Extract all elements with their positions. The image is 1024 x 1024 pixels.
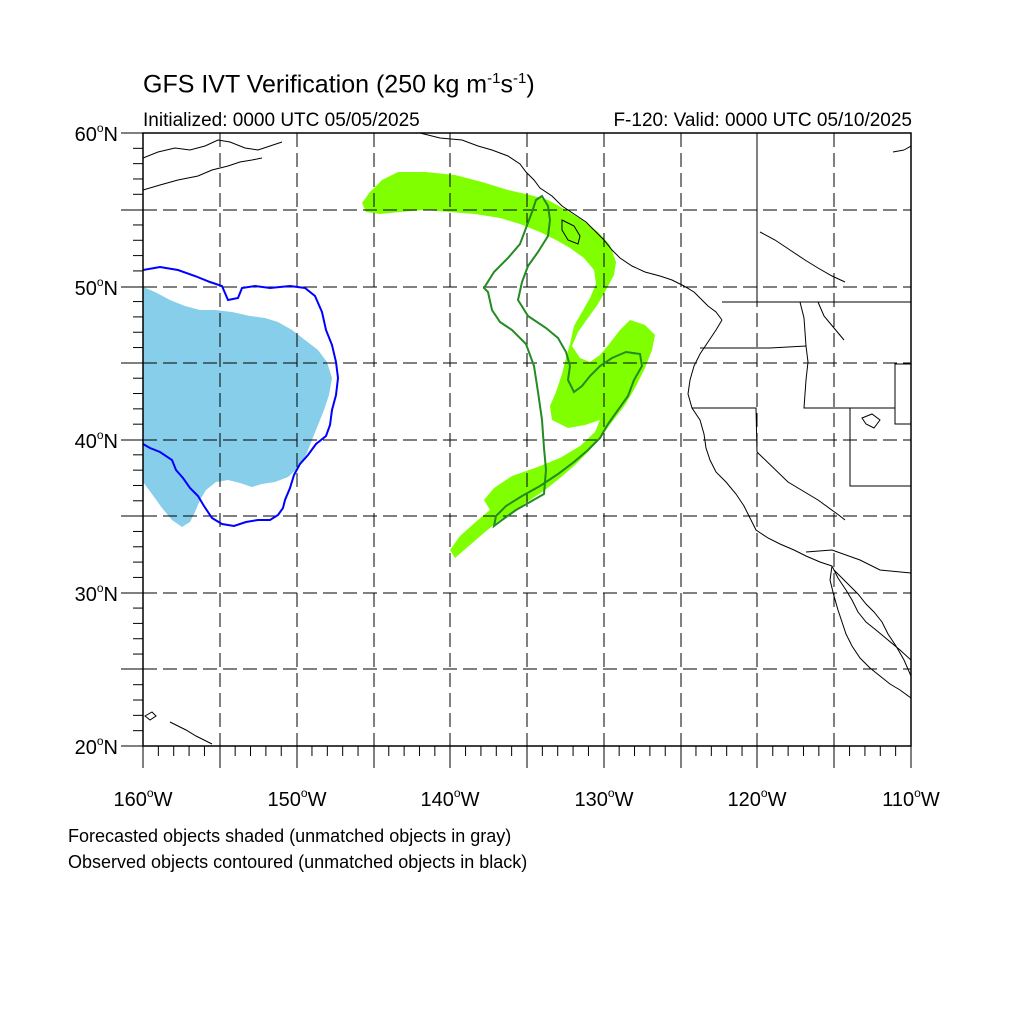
lat-label-20n: 20oN bbox=[75, 734, 118, 759]
forecast-object-blue bbox=[143, 287, 332, 527]
lon-label-160w: 160oW bbox=[114, 786, 173, 811]
lon-label-120w: 120oW bbox=[728, 786, 787, 811]
lat-label-30n: 30oN bbox=[75, 581, 118, 606]
lat-label-40n: 40oN bbox=[75, 428, 118, 453]
initialized-label: Initialized: 0000 UTC 05/05/2025 bbox=[143, 110, 420, 131]
forecast-object-green bbox=[362, 172, 655, 558]
political-boundaries bbox=[692, 133, 911, 574]
observed-contour-green bbox=[482, 194, 644, 529]
legend-note-forecast: Forecasted objects shaded (unmatched obj… bbox=[68, 826, 512, 846]
coastlines bbox=[143, 133, 911, 745]
title-text-close: ) bbox=[526, 70, 535, 99]
lat-label-50n: 50oN bbox=[75, 275, 118, 300]
legend-note-observed: Observed objects contoured (unmatched ob… bbox=[68, 852, 528, 872]
lon-label-110w: 110oW bbox=[882, 786, 940, 811]
valid-time-label: F-120: Valid: 0000 UTC 05/10/2025 bbox=[613, 110, 912, 131]
observed-contour-blue bbox=[143, 265, 340, 528]
lon-label-150w: 150oW bbox=[268, 786, 327, 811]
title-exponent-2: -1 bbox=[512, 70, 527, 87]
title-text: GFS IVT Verification (250 kg m bbox=[143, 70, 488, 99]
title-exponent-1: -1 bbox=[487, 70, 501, 87]
lon-label-130w: 130oW bbox=[575, 786, 634, 811]
chart-title: GFS IVT Verification (250 kg m-1s-1) bbox=[143, 70, 535, 99]
tick-marks bbox=[121, 132, 912, 768]
lon-label-140w: 140oW bbox=[421, 786, 480, 811]
lat-label-60n: 60oN bbox=[75, 121, 118, 146]
minor-tick-marks bbox=[133, 147, 897, 756]
title-text-s: s bbox=[500, 70, 513, 99]
